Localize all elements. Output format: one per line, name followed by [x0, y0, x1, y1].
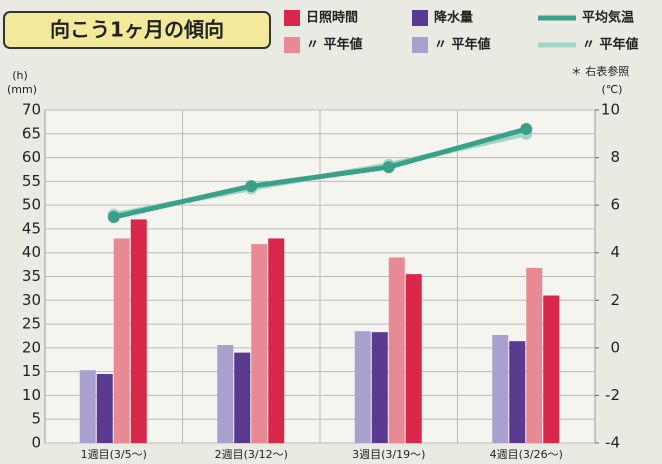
legend-label: 降水量 [434, 10, 473, 26]
legend-label: 平均気温 [582, 10, 634, 26]
y-tick-label: 20 [22, 338, 41, 356]
bar [130, 219, 147, 443]
y-unit-label: (h) [12, 69, 28, 82]
point [520, 123, 533, 136]
bar [251, 244, 268, 443]
y2-tick-label: -2 [605, 386, 620, 404]
y-tick-label: 35 [22, 267, 41, 285]
y2-tick-label: 2 [610, 291, 620, 309]
y-tick-label: 65 [22, 124, 41, 142]
y-tick-label: 45 [22, 219, 41, 237]
bar [354, 331, 371, 443]
chart-title: 向こう1ヶ月の傾向 [50, 18, 224, 42]
legend-label: 〃 平年値 [306, 37, 363, 53]
legend-swatch [412, 10, 428, 26]
y-unit-label: (mm) [7, 83, 37, 96]
bar [371, 332, 388, 443]
bar [217, 345, 234, 443]
y-tick-label: 10 [22, 386, 41, 404]
bar [388, 257, 405, 443]
y-tick-label: 15 [22, 362, 41, 380]
bar [79, 370, 96, 443]
note: ＊ 右表参照 [571, 64, 630, 78]
point [107, 211, 120, 224]
bar [543, 295, 560, 443]
y-tick-label: 55 [22, 172, 41, 190]
y2-label: (℃) [602, 83, 623, 96]
x-tick-label: 4週目(3/26〜) [490, 448, 563, 461]
y2-tick-label: -4 [605, 434, 620, 452]
y2-tick-label: 6 [610, 196, 620, 214]
bar [509, 341, 526, 443]
y2-tick-label: 4 [610, 243, 620, 261]
y-tick-label: 50 [22, 196, 41, 214]
bar [526, 267, 543, 443]
y2-tick-label: 0 [610, 338, 620, 356]
legend-label: 日照時間 [306, 10, 358, 26]
x-tick-label: 3週目(3/19〜) [352, 448, 425, 461]
bar [405, 274, 422, 443]
legend-label: 〃 平年値 [434, 37, 491, 53]
legend-swatch [284, 10, 300, 26]
x-tick-label: 2週目(3/12〜) [215, 448, 288, 461]
title-box [3, 11, 271, 49]
y-tick-label: 5 [31, 410, 41, 428]
y-tick-label: 40 [22, 243, 41, 261]
y-tick-label: 70 [22, 101, 41, 119]
bar [113, 238, 130, 443]
y2-tick-label: 10 [601, 101, 620, 119]
line [113, 126, 527, 220]
point [245, 180, 258, 193]
y-tick-label: 60 [22, 148, 41, 166]
bar [234, 352, 251, 443]
bar [96, 374, 113, 443]
bar [268, 238, 285, 443]
legend-swatch [412, 37, 428, 53]
y-tick-label: 30 [22, 291, 41, 309]
y-tick-label: 25 [22, 315, 41, 333]
y-tick-label: 0 [31, 434, 41, 452]
y2-tick-label: 8 [610, 148, 620, 166]
bar [492, 335, 509, 443]
legend-swatch [284, 37, 300, 53]
x-tick-label: 1週目(3/5〜) [81, 448, 147, 461]
point [382, 161, 395, 174]
legend-label: 〃 平年値 [582, 37, 639, 53]
